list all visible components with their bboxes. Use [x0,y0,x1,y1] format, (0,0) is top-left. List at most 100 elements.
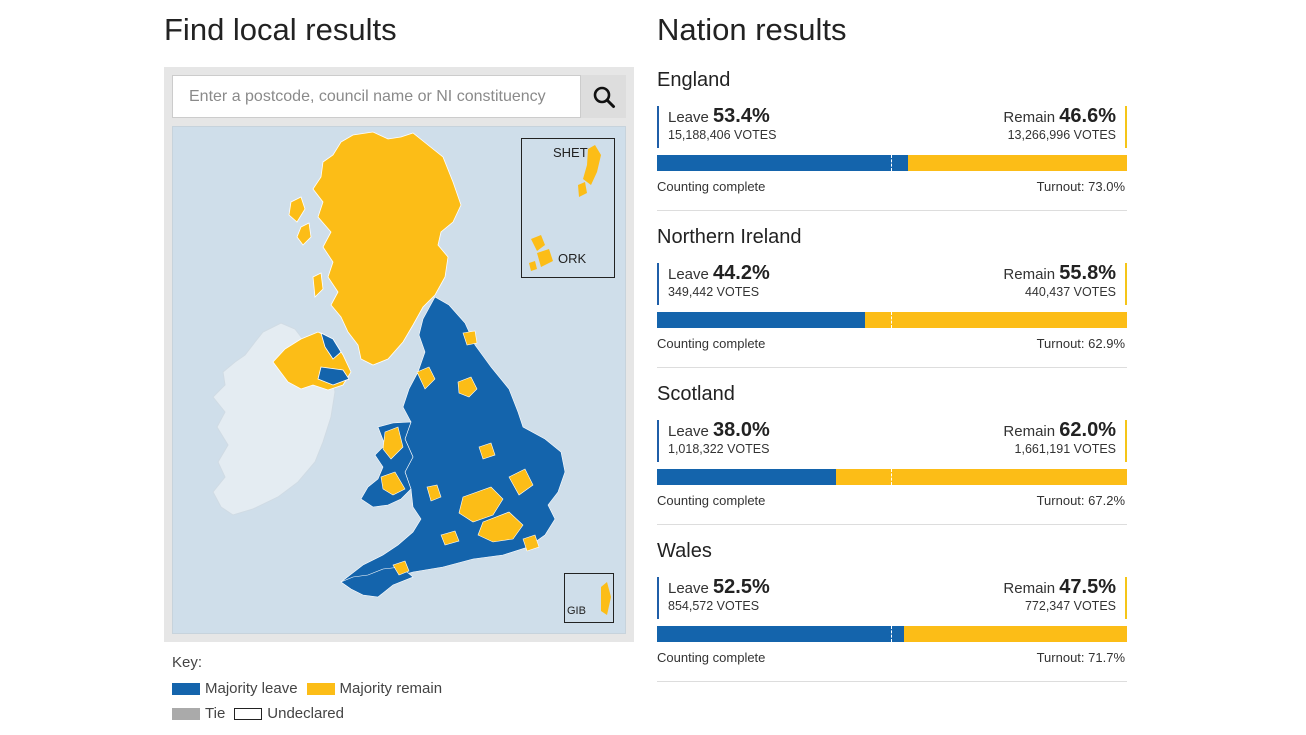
leave-percentage: 38.0% [713,419,770,441]
scotland-region[interactable] [312,131,462,366]
divider [657,681,1127,682]
remain-area-cambridge[interactable] [508,468,534,496]
gibraltar-inset [564,573,614,623]
gibraltar-label: GIB [567,605,586,617]
turnout: Turnout: 62.9% [1036,336,1125,351]
key-tie-label: Tie [205,705,226,722]
uk-results-map[interactable]: SHET ORK GIB [172,126,626,634]
gibraltar[interactable] [601,582,611,615]
leave-label: Leave [668,423,709,440]
remain-votes: 13,266,996 VOTES [1007,128,1116,142]
leave-result: Leave 53.4% 15,188,406 VOTES [657,106,776,148]
ni-leave-area-2[interactable] [317,366,350,386]
leave-votes: 1,018,322 VOTES [668,442,770,456]
scotland-islands-west[interactable] [288,196,324,298]
remain-area-oxford[interactable] [458,486,504,523]
remain-percentage: 46.6% [1059,105,1116,127]
remain-area-wales-west[interactable] [382,426,404,460]
result-bar [657,469,1127,485]
majority-midline [891,626,892,642]
nation-name: Northern Ireland [657,226,802,248]
leave-bar-fill [657,312,865,328]
key-remain-label: Majority remain [339,680,443,697]
orkney-islands[interactable] [529,235,553,271]
remain-area-liverpool-manchester[interactable] [416,366,436,390]
remain-swatch [306,682,335,695]
remain-percentage: 47.5% [1059,576,1116,598]
result-bar [657,155,1127,171]
counting-status: Counting complete [657,336,766,351]
nation-scotland[interactable]: Scotland Leave 38.0% 1,018,322 VOTES Rem… [657,383,1127,540]
key-item-leave: Majority leave [172,680,298,697]
divider [657,367,1127,368]
majority-midline [891,155,892,171]
remain-area-yorkshire[interactable] [457,376,478,398]
remain-label: Remain [1003,423,1056,440]
remain-votes: 440,437 VOTES [1024,285,1116,299]
nation-northern-ireland[interactable]: Northern Ireland Leave 44.2% 349,442 VOT… [657,226,1127,383]
remain-areas [380,330,540,576]
leave-result: Leave 38.0% 1,018,322 VOTES [657,420,770,462]
leave-bar-fill [657,469,836,485]
leave-label: Leave [668,580,709,597]
remain-label: Remain [1003,580,1056,597]
remain-area-wales-north[interactable] [380,471,406,496]
leave-votes: 349,442 VOTES [668,285,760,299]
remain-area-london[interactable] [477,511,524,543]
remain-votes: 772,347 VOTES [1024,599,1116,613]
turnout: Turnout: 71.7% [1036,650,1125,665]
nation-wales[interactable]: Wales Leave 52.5% 854,572 VOTES Remain 4… [657,540,1127,697]
counting-status: Counting complete [657,493,766,508]
orkney-label: ORK [558,251,587,266]
remain-area-exeter[interactable] [392,560,410,576]
leave-percentage: 52.5% [713,576,770,598]
nation-name: Scotland [657,383,735,405]
nation-england[interactable]: England Leave 53.4% 15,188,406 VOTES Rem… [657,69,1127,226]
leave-votes: 854,572 VOTES [668,599,760,613]
nation-name: England [657,69,731,91]
nation-results-title: Nation results [657,12,847,47]
majority-midline [891,469,892,485]
turnout: Turnout: 67.2% [1036,493,1125,508]
map-container: SHET ORK GIB [164,67,634,642]
remain-area-newcastle[interactable] [462,330,478,346]
nation-name: Wales [657,540,712,562]
cornwall-devon-region[interactable] [340,566,414,598]
postcode-search-input[interactable] [172,75,581,118]
remain-area-lewes[interactable] [440,530,460,546]
leave-percentage: 44.2% [713,262,770,284]
remain-result: Remain 46.6% 13,266,996 VOTES [1003,106,1127,148]
leave-bar-fill [657,626,904,642]
leave-bar-fill [657,155,908,171]
majority-midline [891,312,892,328]
key-row-1: Majority leave Majority remain [172,680,451,697]
remain-area-manchester-2[interactable] [478,442,496,460]
shetland-islands[interactable] [578,145,601,197]
remain-area-bristol[interactable] [426,484,442,502]
remain-result: Remain 55.8% 440,437 VOTES [1003,263,1127,305]
divider [657,524,1127,525]
counting-status: Counting complete [657,179,766,194]
leave-label: Leave [668,266,709,283]
remain-percentage: 55.8% [1059,262,1116,284]
ni-leave-area[interactable] [320,332,342,360]
counting-status: Counting complete [657,650,766,665]
undeclared-swatch [234,707,263,720]
remain-area-brighton[interactable] [522,534,540,552]
leave-percentage: 53.4% [713,105,770,127]
tie-swatch [172,707,200,720]
leave-result: Leave 44.2% 349,442 VOTES [657,263,770,305]
remain-votes: 1,661,191 VOTES [1014,442,1116,456]
remain-label: Remain [1003,109,1056,126]
remain-result: Remain 47.5% 772,347 VOTES [1003,577,1127,619]
leave-swatch [172,682,200,695]
shetland-orkney-inset [521,138,615,278]
uk-map-svg[interactable] [173,127,626,634]
remain-percentage: 62.0% [1059,419,1116,441]
result-bar [657,626,1127,642]
search-button[interactable] [581,75,626,118]
search-icon [593,86,615,108]
key-item-tie: Tie [172,705,225,722]
shetland-label: SHET [553,145,588,160]
key-undeclared-label: Undeclared [267,705,344,722]
